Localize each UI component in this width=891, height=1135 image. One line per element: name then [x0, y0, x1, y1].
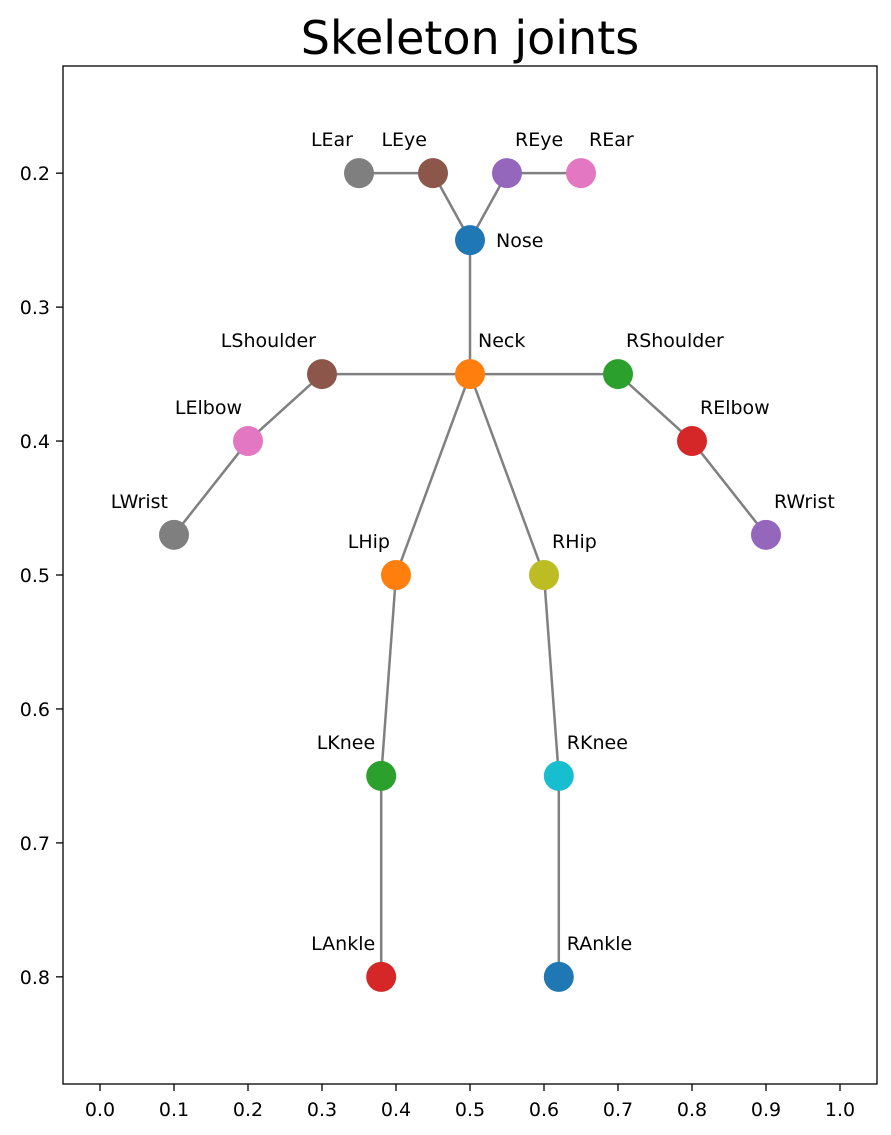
joint-label-rhip: RHip: [552, 531, 597, 553]
joint-label-rear: REar: [589, 129, 634, 151]
joint-rshoulder: [603, 359, 633, 390]
x-tick-label: 0.0: [85, 1099, 115, 1121]
joint-label-rwrist: RWrist: [774, 491, 835, 513]
joint-lankle: [366, 961, 397, 992]
x-tick-label: 0.8: [677, 1099, 707, 1121]
joint-nose: [455, 225, 485, 256]
x-tick-label: 0.4: [381, 1099, 411, 1121]
bone-lshoulder-lelbow: [247, 373, 323, 442]
joint-label-reye: REye: [515, 129, 563, 151]
joints-layer: [159, 158, 781, 992]
joint-label-nose: Nose: [496, 230, 543, 252]
chart-title: Skeleton joints: [301, 11, 639, 65]
joint-label-rshoulder: RShoulder: [626, 330, 724, 352]
joint-lshoulder: [307, 359, 337, 390]
joint-rankle: [543, 961, 574, 992]
joint-lear: [344, 158, 374, 189]
bone-rshoulder-relbow: [617, 373, 693, 442]
joint-lhip: [381, 560, 411, 590]
y-tick-label: 0.6: [20, 699, 50, 721]
joint-label-leye: LEye: [381, 129, 427, 151]
bone-lhip-lknee: [379, 574, 398, 777]
bone-rhip-rknee: [542, 574, 561, 777]
joint-lwrist: [159, 519, 189, 550]
x-tick-label: 0.6: [529, 1099, 559, 1121]
joint-rhip: [529, 560, 559, 590]
plot-area-frame: [62, 65, 878, 1085]
joint-relbow: [677, 426, 707, 457]
bones-layer: [173, 171, 767, 977]
y-tick-label: 0.2: [20, 163, 50, 185]
joint-rwrist: [751, 519, 781, 550]
x-tick-label: 0.7: [603, 1099, 633, 1121]
y-axis: 0.2 0.3 0.4 0.5 0.6 0.7 0.8: [20, 163, 63, 989]
y-tick-label: 0.7: [20, 833, 50, 855]
joint-leye: [418, 158, 448, 189]
bone-relbow-rwrist: [691, 440, 767, 536]
joint-label-lear: LEar: [311, 129, 353, 151]
joint-labels-layer: Nose Neck RShoulder RElbow RWrist LShoulder LE…: [111, 129, 835, 955]
joint-label-lelbow: LElbow: [175, 397, 242, 419]
x-axis: 0.0 0.1 0.2 0.3 0.4 0.5 0.6 0.7 0.8 0.9 1.0: [85, 1084, 855, 1121]
joint-label-lshoulder: LShoulder: [221, 330, 316, 352]
x-tick-label: 0.3: [307, 1099, 337, 1121]
joint-label-lknee: LKnee: [317, 732, 375, 754]
joint-label-rknee: RKnee: [567, 732, 628, 754]
joint-lelbow: [233, 426, 263, 457]
x-tick-label: 0.1: [159, 1099, 189, 1121]
y-tick-label: 0.5: [20, 565, 50, 587]
joint-label-rankle: RAnkle: [567, 933, 632, 955]
bone-neck-lhip: [394, 373, 472, 576]
joint-neck: [455, 359, 485, 390]
x-tick-label: 0.5: [455, 1099, 485, 1121]
joint-rknee: [543, 760, 574, 791]
bone-neck-rhip: [468, 373, 546, 576]
y-tick-label: 0.4: [20, 431, 50, 453]
bone-lelbow-lwrist: [173, 440, 249, 536]
joint-label-lwrist: LWrist: [111, 491, 168, 513]
joint-label-lankle: LAnkle: [311, 933, 375, 955]
y-tick-label: 0.8: [20, 967, 50, 989]
x-tick-label: 0.9: [751, 1099, 781, 1121]
joint-reye: [492, 158, 522, 189]
y-tick-label: 0.3: [20, 297, 50, 319]
x-tick-label: 0.2: [233, 1099, 263, 1121]
x-tick-label: 1.0: [825, 1099, 855, 1121]
joint-lknee: [366, 760, 397, 791]
joint-rear: [566, 158, 596, 189]
joint-label-relbow: RElbow: [700, 397, 770, 419]
joint-label-lhip: LHip: [348, 531, 390, 553]
joint-label-neck: Neck: [478, 330, 525, 352]
